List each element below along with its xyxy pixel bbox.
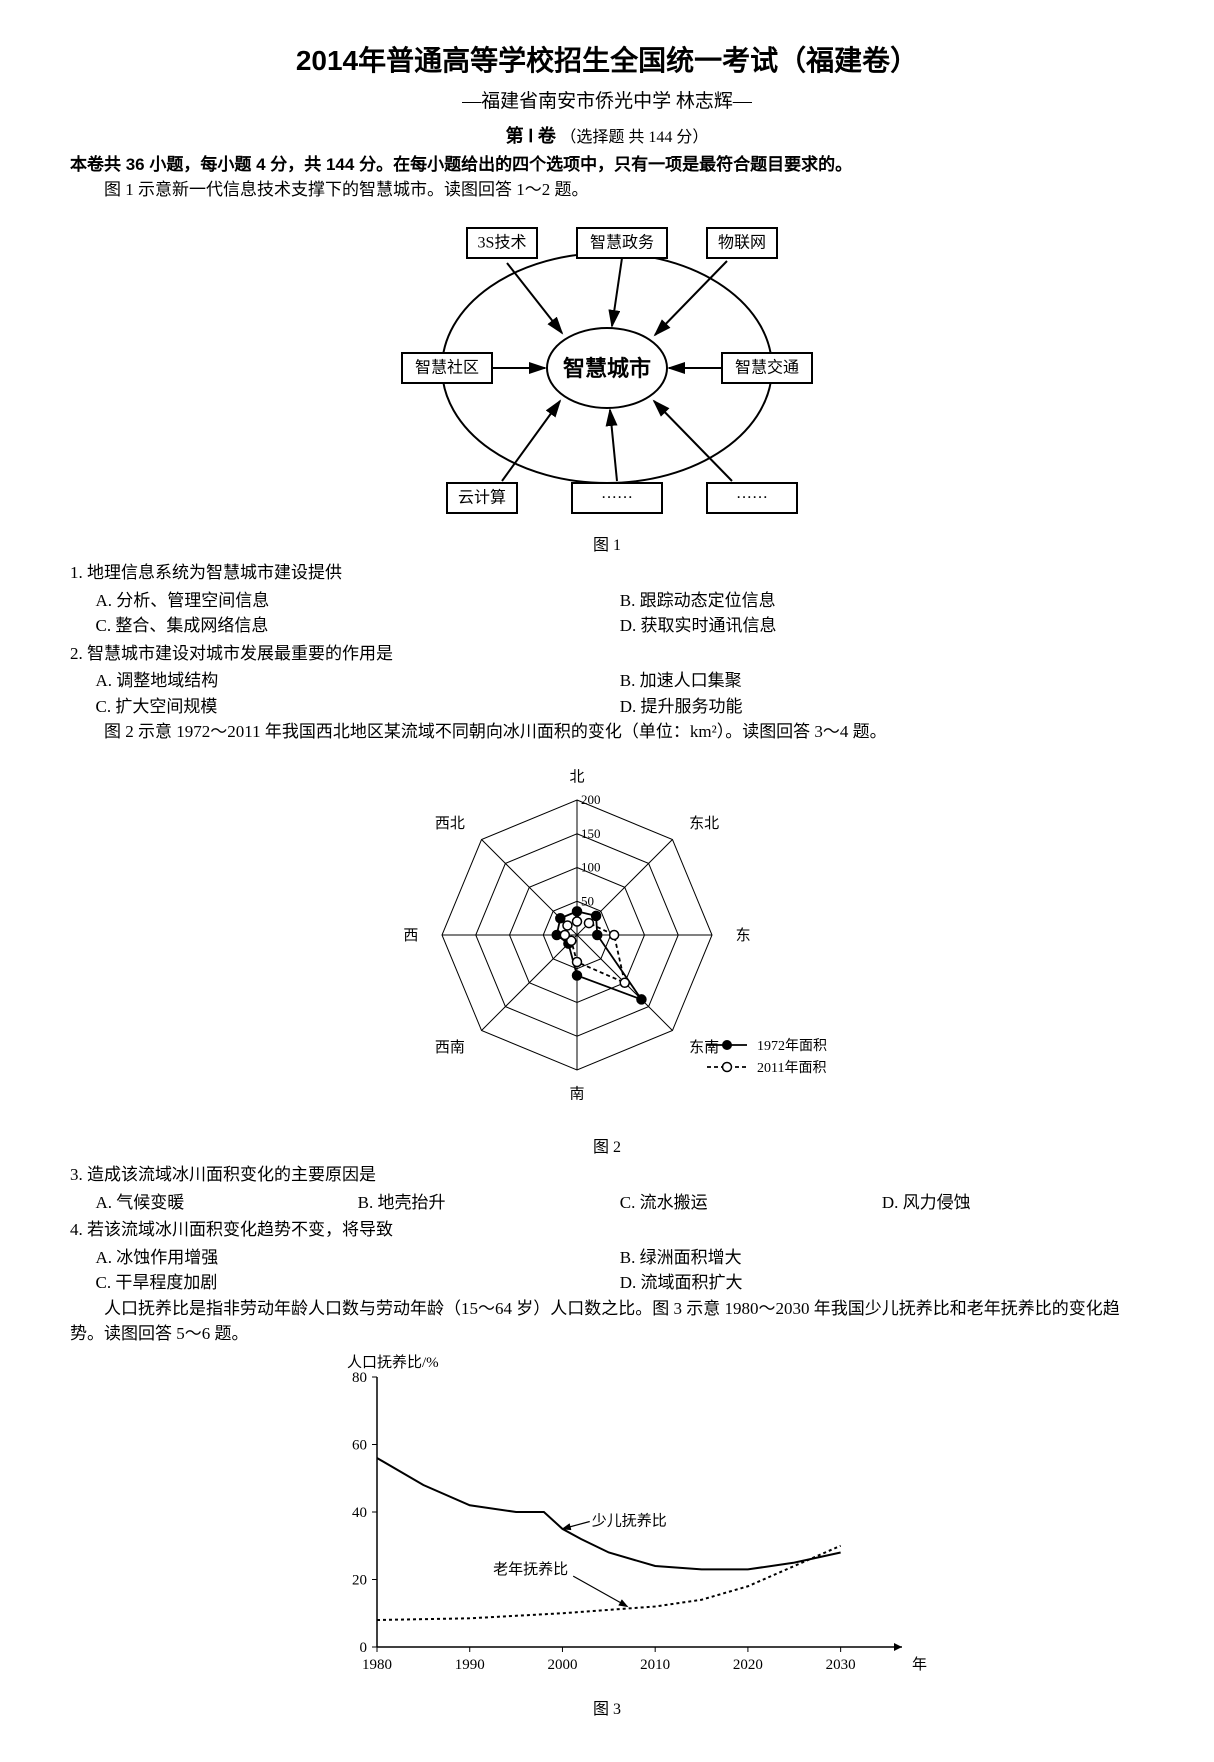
svg-text:50: 50: [581, 893, 594, 908]
q4-B: B. 绿洲面积增大: [620, 1245, 1144, 1271]
fig1-center: 智慧城市: [563, 355, 651, 380]
svg-text:西北: 西北: [435, 814, 465, 831]
svg-text:东: 东: [736, 927, 751, 944]
q1-A: A. 分析、管理空间信息: [96, 588, 620, 614]
q1-B: B. 跟踪动态定位信息: [620, 588, 1144, 614]
svg-text:1972年面积: 1972年面积: [757, 1038, 827, 1054]
svg-text:200: 200: [581, 792, 601, 807]
svg-text:······: ······: [601, 489, 633, 506]
fig3-intro: 人口抚养比是指非劳动年龄人口数与劳动年龄（15～64 岁）人口数之比。图 3 示…: [70, 1296, 1144, 1347]
svg-text:云计算: 云计算: [458, 487, 506, 506]
svg-text:60: 60: [352, 1437, 367, 1453]
svg-text:100: 100: [581, 859, 601, 874]
section-paren: （选择题 共 144 分）: [560, 129, 708, 146]
svg-text:人口抚养比/%: 人口抚养比/%: [347, 1354, 439, 1371]
fig2-intro: 图 2 示意 1972～2011 年我国西北地区某流域不同朝向冰川面积的变化（单…: [70, 719, 1144, 745]
q1-D: D. 获取实时通讯信息: [620, 613, 1144, 639]
svg-text:少儿抚养比: 少儿抚养比: [592, 1512, 667, 1529]
svg-text:智慧社区: 智慧社区: [415, 358, 479, 376]
q4-stem: 4. 若该流域冰川面积变化趋势不变，将导致: [70, 1217, 1144, 1243]
svg-text:150: 150: [581, 825, 601, 840]
svg-text:老年抚养比: 老年抚养比: [493, 1561, 568, 1578]
svg-text:2030: 2030: [826, 1657, 856, 1673]
svg-text:智慧交通: 智慧交通: [735, 358, 799, 376]
q3-B: B. 地壳抬升: [358, 1190, 620, 1216]
svg-text:1980: 1980: [362, 1657, 392, 1673]
q3-stem: 3. 造成该流域冰川面积变化的主要原因是: [70, 1162, 1144, 1188]
svg-text:东南: 东南: [689, 1039, 719, 1056]
svg-text:智慧政务: 智慧政务: [590, 233, 654, 251]
figure-1: 智慧城市 3S技术智慧政务物联网智慧社区智慧交通云计算············ …: [70, 203, 1144, 559]
svg-text:2020: 2020: [733, 1657, 763, 1673]
svg-text:东北: 东北: [689, 814, 719, 831]
svg-text:3S技术: 3S技术: [478, 233, 527, 251]
section-num: 第 Ⅰ 卷: [506, 126, 556, 146]
svg-text:物联网: 物联网: [718, 233, 766, 251]
q2-D: D. 提升服务功能: [620, 694, 1144, 720]
svg-text:西南: 西南: [435, 1039, 465, 1056]
q1-C: C. 整合、集成网络信息: [96, 613, 620, 639]
q3-A: A. 气候变暖: [96, 1190, 358, 1216]
main-title: 2014年普通高等学校招生全国统一考试（福建卷）: [70, 40, 1144, 82]
figure-2: 北东北东东南南 西南 西 西北 50 100 150 200 1972年面积 2011年面积 图 …: [70, 745, 1144, 1161]
q2-stem: 2. 智慧城市建设对城市发展最重要的作用是: [70, 641, 1144, 667]
q4-A: A. 冰蚀作用增强: [96, 1245, 620, 1271]
q2-C: C. 扩大空间规模: [96, 694, 620, 720]
svg-text:2010: 2010: [640, 1657, 670, 1673]
fig2-caption: 图 2: [70, 1136, 1144, 1160]
svg-text:2000: 2000: [547, 1657, 577, 1673]
instructions: 本卷共 36 小题，每小题 4 分，共 144 分。在每小题给出的四个选项中，只…: [70, 152, 1144, 178]
q2-B: B. 加速人口集聚: [620, 668, 1144, 694]
svg-text:2011年面积: 2011年面积: [757, 1060, 826, 1076]
fig1-intro: 图 1 示意新一代信息技术支撑下的智慧城市。读图回答 1～2 题。: [70, 177, 1144, 203]
svg-text:40: 40: [352, 1505, 367, 1521]
q2-A: A. 调整地域结构: [96, 668, 620, 694]
svg-text:0: 0: [360, 1640, 368, 1656]
svg-text:西: 西: [403, 928, 418, 944]
svg-text:南: 南: [569, 1085, 584, 1102]
svg-text:80: 80: [352, 1370, 367, 1386]
q4-C: C. 干旱程度加剧: [96, 1270, 620, 1296]
figure-3: 0 20 40 60 80 1980 1990 2000 2010 2020 2030 年 人口抚养比/…: [70, 1347, 1144, 1723]
svg-text:北: 北: [569, 768, 584, 785]
sub-title: —福建省南安市侨光中学 林志辉—: [70, 88, 1144, 117]
svg-text:20: 20: [352, 1572, 367, 1588]
section-heading: 第 Ⅰ 卷 （选择题 共 144 分）: [70, 123, 1144, 150]
svg-text:年: 年: [912, 1656, 927, 1673]
q4-D: D. 流域面积扩大: [620, 1270, 1144, 1296]
q3-D: D. 风力侵蚀: [882, 1190, 1144, 1216]
q3-C: C. 流水搬运: [620, 1190, 882, 1216]
fig3-caption: 图 3: [70, 1698, 1144, 1722]
svg-text:1990: 1990: [455, 1657, 485, 1673]
svg-text:······: ······: [736, 489, 768, 506]
q1-stem: 1. 地理信息系统为智慧城市建设提供: [70, 560, 1144, 586]
fig1-caption: 图 1: [70, 534, 1144, 558]
